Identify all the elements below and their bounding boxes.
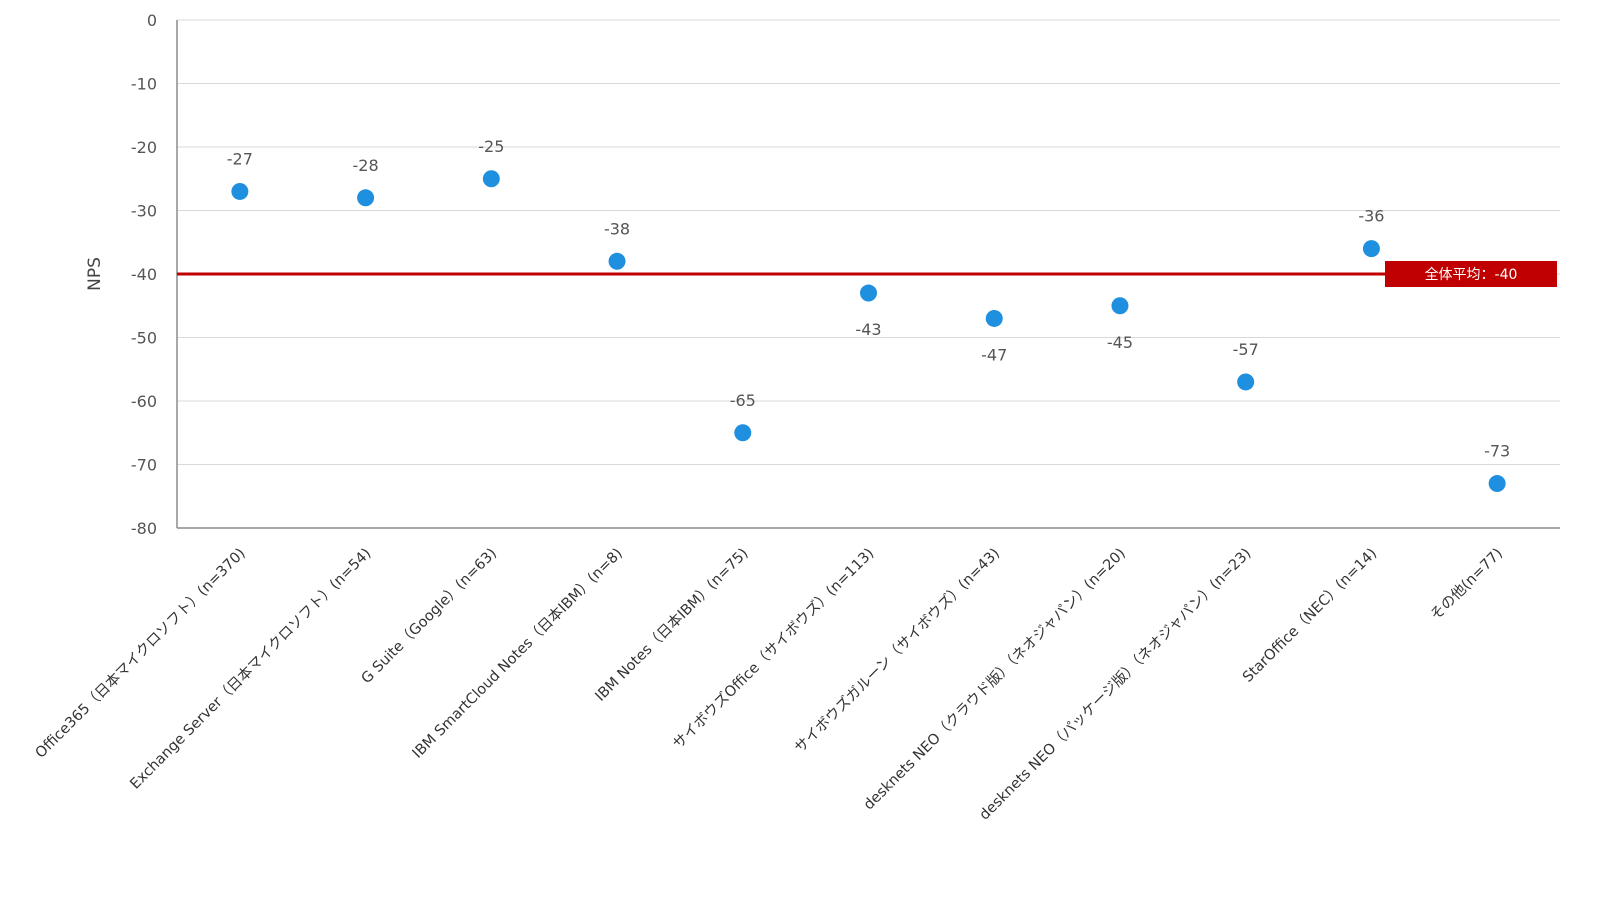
data-label: -36 <box>1358 207 1384 226</box>
data-label: -25 <box>478 137 504 156</box>
category-labels: Office365（日本マイクロソフト）(n=370)Exchange Serv… <box>32 545 1506 824</box>
y-tick-label: -30 <box>131 202 157 221</box>
y-tick-label: -70 <box>131 456 157 475</box>
gridlines <box>177 19 1560 465</box>
y-tick-label: -50 <box>131 329 157 348</box>
category-label: StarOffice（NEC）(n=14) <box>1239 545 1380 686</box>
data-label: -45 <box>1107 333 1133 352</box>
y-axis-title: NPS <box>85 257 105 291</box>
category-label: G Suite（Google）(n=63) <box>358 545 500 687</box>
average-label-box <box>1385 261 1557 287</box>
data-label: -73 <box>1484 442 1510 461</box>
data-point <box>1488 475 1506 493</box>
category-label: サイボウズOffice（サイボウズ）(n=113) <box>670 545 878 753</box>
y-tick-label: -20 <box>131 138 157 157</box>
data-point <box>231 182 249 200</box>
y-tick-labels: 0 -10 -20 -30 -40 -50 -60 -70 -80 <box>131 11 157 538</box>
y-tick-label: -40 <box>131 265 157 284</box>
y-tick-label: -60 <box>131 392 157 411</box>
data-label: -47 <box>981 345 1007 364</box>
data-point <box>482 170 500 188</box>
data-points <box>231 170 1506 493</box>
data-point <box>985 309 1003 327</box>
y-tick-label: 0 <box>147 11 157 30</box>
data-label: -43 <box>855 320 881 339</box>
data-label: -28 <box>353 156 379 175</box>
data-label: -27 <box>227 149 253 168</box>
data-label: -57 <box>1233 340 1259 359</box>
category-label: サイボウズガルーン（サイボウズ）(n=43) <box>791 545 1003 757</box>
data-point <box>357 189 375 207</box>
data-label: -65 <box>730 391 756 410</box>
category-label: IBM SmartCloud Notes（日本IBM）(n=8) <box>409 545 626 762</box>
category-label: その他(n=77) <box>1427 545 1506 624</box>
category-label: Office365（日本マイクロソフト）(n=370) <box>32 545 249 762</box>
category-label: IBM Notes（日本IBM）(n=75) <box>592 545 752 705</box>
data-point <box>1362 240 1380 258</box>
data-point <box>608 252 626 270</box>
average-line-group: 全体平均：-40 <box>177 261 1557 287</box>
data-point <box>1237 373 1255 391</box>
average-label: 全体平均：-40 <box>1425 266 1518 283</box>
category-label: Exchange Server（日本マイクロソフト）(n=54) <box>127 545 375 793</box>
data-point <box>1111 297 1129 315</box>
data-label: -38 <box>604 219 630 238</box>
data-point <box>860 284 877 302</box>
y-tick-label: -80 <box>131 519 157 538</box>
y-tick-label: -10 <box>131 75 157 94</box>
category-label: desknets NEO（パッケージ版）（ネオジャパン）(n=23) <box>976 545 1255 824</box>
category-label: desknets NEO（クラウド版）（ネオジャパン）(n=20) <box>860 545 1129 814</box>
data-point <box>734 424 752 442</box>
data-labels: -27 -28 -25 -38 -65 -43 -47 -45 -57 -36 -73 <box>227 137 1510 461</box>
